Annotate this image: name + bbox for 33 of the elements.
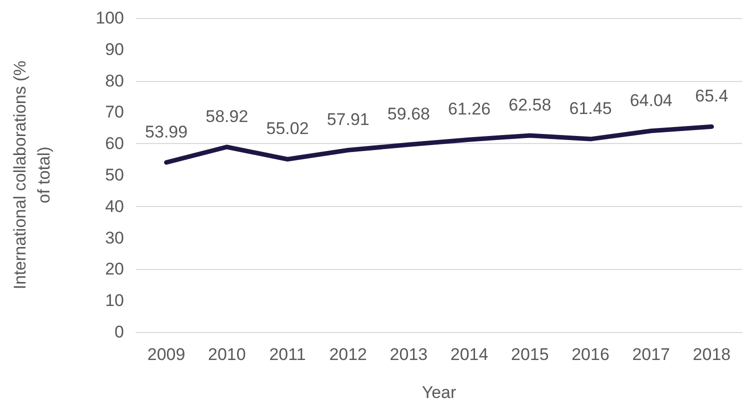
y-tick-label: 20 <box>105 260 124 279</box>
x-tick-label: 2014 <box>450 345 488 364</box>
x-tick-label: 2011 <box>269 345 306 364</box>
y-tick-label: 10 <box>105 291 124 310</box>
data-label: 61.45 <box>569 99 612 118</box>
y-tick-label: 30 <box>105 228 124 248</box>
y-tick-label: 0 <box>114 322 124 342</box>
y-axis-title: International collaborations (% of total) <box>10 60 54 290</box>
y-tick-label: 50 <box>105 166 124 184</box>
x-tick-label: 2012 <box>329 345 368 364</box>
y-tick-label: 70 <box>105 102 124 122</box>
x-axis-title: Year <box>422 383 457 402</box>
x-tick-label: 2010 <box>208 345 246 364</box>
data-label: 53.99 <box>145 122 188 142</box>
data-label: 62.58 <box>508 96 552 114</box>
x-tick-label: 2018 <box>692 345 731 364</box>
y-tick-label: 90 <box>105 40 124 59</box>
y-tick-label: 80 <box>105 71 124 90</box>
x-tick-label: 2013 <box>390 345 428 364</box>
x-tick-label: 2015 <box>510 345 549 364</box>
data-label: 59.68 <box>387 104 430 124</box>
data-label: 61.26 <box>448 100 491 119</box>
x-tick-label: 2017 <box>632 345 670 364</box>
y-tick-label: 60 <box>105 134 124 154</box>
x-tick-label: 2016 <box>572 345 610 364</box>
data-label: 55.02 <box>266 119 309 138</box>
data-label: 65.4 <box>695 86 728 106</box>
y-tick-label: 40 <box>105 196 124 216</box>
data-label: 58.92 <box>206 106 248 126</box>
y-tick-label: 100 <box>96 8 124 28</box>
data-label: 64.04 <box>630 90 672 110</box>
x-tick-label: 2009 <box>147 345 186 364</box>
data-label: 57.91 <box>326 110 370 130</box>
